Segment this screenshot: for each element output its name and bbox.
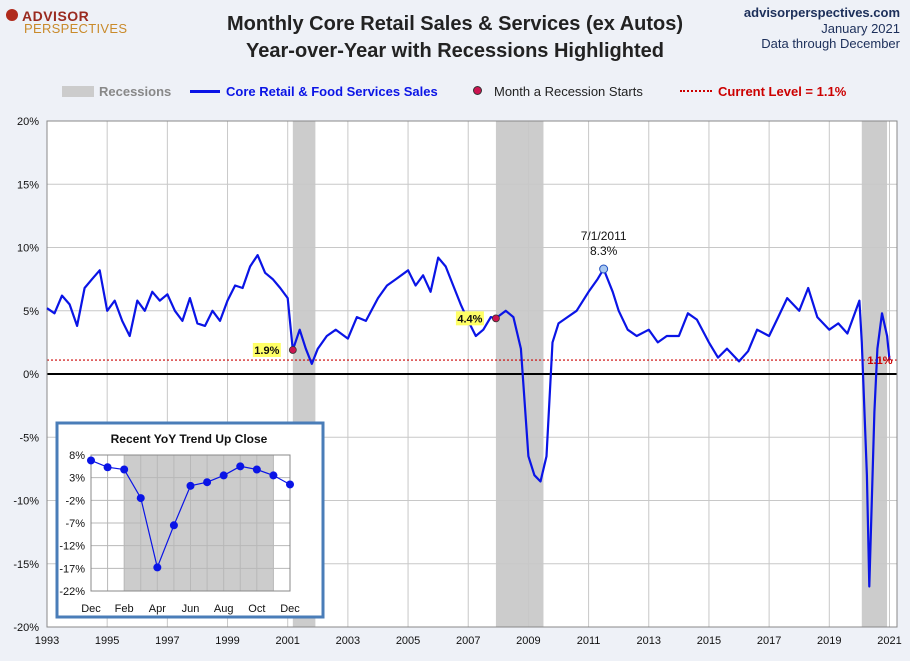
x-tick-label: 2011 xyxy=(577,635,601,647)
x-tick-label: 1993 xyxy=(35,635,59,647)
y-tick-label: -10% xyxy=(13,496,39,508)
inset-data-point xyxy=(219,471,228,480)
chart-title-line2: Year-over-Year with Recessions Highlight… xyxy=(246,40,664,62)
inset-data-point xyxy=(153,563,162,572)
inset-x-tick-label: Aug xyxy=(214,603,234,615)
inset-data-point xyxy=(286,480,294,489)
inset-title: Recent YoY Trend Up Close xyxy=(111,432,268,446)
inset-x-tick-label: Feb xyxy=(115,603,134,615)
inset-x-tick-label: Dec xyxy=(81,603,101,615)
recession-start-label-bg xyxy=(252,342,281,357)
y-tick-label: -5% xyxy=(19,432,39,444)
x-tick-label: 2007 xyxy=(456,635,480,647)
inset-data-point xyxy=(87,456,95,465)
y-tick-label: -20% xyxy=(13,622,39,634)
legend-recession-swatch xyxy=(62,86,94,97)
inset-data-point xyxy=(252,465,261,474)
legend-series-swatch xyxy=(190,90,220,93)
legend-recessions-label: Recessions xyxy=(99,84,172,99)
logo-mark-icon xyxy=(6,9,18,21)
recession-start-marker xyxy=(492,314,500,323)
inset-data-point xyxy=(203,478,212,487)
recession-start-label: 1.9% xyxy=(254,345,279,357)
legend-current-level: Current Level = 1.1% xyxy=(680,84,846,99)
inset-plot-border xyxy=(90,454,291,592)
legend-recessions: Recessions xyxy=(62,84,171,99)
peak-date-label: 7/1/2011 xyxy=(581,229,627,243)
inset-data-point xyxy=(120,465,129,474)
publish-date: January 2021 xyxy=(821,21,900,36)
inset-data-point xyxy=(186,481,195,490)
inset-y-tick-label: -7% xyxy=(65,518,85,530)
chart-title-line1: Monthly Core Retail Sales & Services (ex… xyxy=(226,13,684,35)
x-tick-label: 2017 xyxy=(757,635,781,647)
recession-start-marker xyxy=(288,346,297,354)
x-tick-label: 2003 xyxy=(336,635,360,647)
inset-y-tick-label: -2% xyxy=(65,495,85,507)
inset-y-tick-label: 8% xyxy=(69,450,85,462)
recession-start-label-bg xyxy=(455,311,484,326)
inset-data-point xyxy=(236,462,245,471)
legend-current-level-label: Current Level = 1.1% xyxy=(718,84,847,99)
logo: ADVISOR PERSPECTIVES xyxy=(6,8,128,36)
legend-current-level-swatch xyxy=(680,90,712,92)
inset-x-tick-label: Apr xyxy=(149,603,166,615)
inset-y-tick-label: -17% xyxy=(59,563,85,575)
legend: Recessions Core Retail & Food Services S… xyxy=(0,84,910,102)
legend-series-label: Core Retail & Food Services Sales xyxy=(226,84,438,99)
x-tick-label: 2021 xyxy=(877,635,901,647)
peak-value-label: 8.3% xyxy=(590,244,618,258)
x-tick-label: 1997 xyxy=(155,635,179,647)
x-tick-label: 1999 xyxy=(215,635,239,647)
current-level-value-label: 1.1% xyxy=(867,355,892,367)
y-tick-label: 5% xyxy=(23,306,39,318)
legend-series: Core Retail & Food Services Sales xyxy=(190,84,438,99)
x-tick-label: 2015 xyxy=(697,635,721,647)
recession-start-label: 4.4% xyxy=(457,313,482,325)
x-tick-label: 2005 xyxy=(396,635,420,647)
y-tick-label: 15% xyxy=(17,179,39,191)
inset-data-point xyxy=(103,463,112,472)
x-tick-label: 2009 xyxy=(516,635,540,647)
x-tick-label: 2013 xyxy=(637,635,661,647)
x-tick-label: 2019 xyxy=(817,635,841,647)
series-line xyxy=(46,254,891,588)
y-tick-label: 0% xyxy=(23,369,39,381)
inset-y-tick-label: -12% xyxy=(59,541,85,553)
inset-x-tick-label: Oct xyxy=(248,603,265,615)
inset-x-tick-label: Dec xyxy=(280,603,300,615)
inset-data-point xyxy=(136,494,145,503)
logo-text-bottom: PERSPECTIVES xyxy=(24,21,128,36)
y-tick-label: 10% xyxy=(17,243,39,255)
data-through: Data through December xyxy=(761,36,900,51)
site-name: advisorperspectives.com xyxy=(743,5,900,20)
peak-marker xyxy=(599,264,609,274)
legend-marker-icon xyxy=(473,86,482,95)
inset-data-point xyxy=(269,471,278,480)
inset-data-point xyxy=(169,521,178,530)
legend-recession-start: Month a Recession Starts xyxy=(473,84,643,99)
legend-recession-start-label: Month a Recession Starts xyxy=(494,84,643,99)
inset-x-tick-label: Jun xyxy=(182,603,200,615)
logo-text-top: ADVISOR xyxy=(22,8,90,24)
x-tick-label: 1995 xyxy=(95,635,119,647)
plot-border xyxy=(46,120,898,628)
inset-y-tick-label: 3% xyxy=(69,473,85,485)
y-tick-label: 20% xyxy=(17,116,39,128)
inset-y-tick-label: -22% xyxy=(59,586,85,598)
x-tick-label: 2001 xyxy=(275,635,299,647)
y-tick-label: -15% xyxy=(13,559,39,571)
